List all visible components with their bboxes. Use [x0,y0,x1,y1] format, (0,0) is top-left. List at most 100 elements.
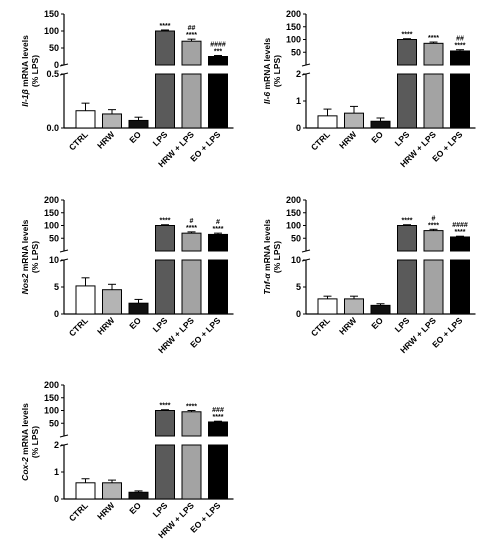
significance-label: ## [456,36,464,43]
category-label: EO [369,315,385,331]
bar-ctrl [75,482,96,500]
y-axis-unit-label: (% LPS) [30,426,40,458]
bar-hrw [344,112,364,129]
bar-lps [155,73,175,129]
bar-lps-upper [397,225,417,252]
bar-hrw-lps-upper [423,42,444,66]
bar-hrw [102,289,122,315]
y-axis-label-text: mRNA levels [20,403,30,457]
bar-hrw-lps-upper [181,40,202,66]
y-tick-label: 0.0 [46,123,59,133]
bar-lps-upper [397,39,417,66]
category-label: HRW [95,129,117,151]
significance-label: *** [214,48,222,55]
y-axis-label: Cox-2 mRNA levels [20,403,30,481]
y-tick-label: 10 [49,255,59,265]
category-label: LPS [393,315,412,334]
y-tick-label: 1 [296,96,301,106]
significance-label: **** [402,32,413,39]
category-label: EO [127,129,143,145]
y-tick-label: 100 [286,221,301,231]
y-tick-label: 0.5 [46,69,59,79]
category-label: CTRL [309,315,332,338]
significance-label: **** [160,403,171,410]
y-axis-label: Il-1β mRNA levels [20,35,30,107]
significance-label: **** [428,222,439,229]
category-label: EO [127,500,143,516]
y-axis-unit-label: (% LPS) [272,55,282,87]
category-label: EO [127,315,143,331]
chart-panel-4: 50 100 150 200 0 5 10 Tnf-α mRNA levels (% LPS) C… [262,195,476,355]
bar-lps [397,73,417,129]
y-tick-label: 50 [49,418,59,428]
axis-break-mark [59,434,69,438]
bar-hrw-lps-upper [423,230,444,252]
y-tick-label: 100 [44,26,59,36]
y-tick-label: 100 [44,221,59,231]
bar-eo [370,120,391,129]
y-tick-label: 200 [286,195,301,205]
axis-break-mark [301,249,311,253]
y-tick-label: 200 [44,195,59,205]
category-label: CTRL [309,129,332,152]
y-tick-label: 50 [49,233,59,243]
y-tick-label: 50 [49,43,59,53]
significance-label: **** [402,218,413,225]
y-axis-label: Il-6 mRNA levels [262,38,272,105]
bar-eo-lps-upper [450,50,470,66]
significance-label: **** [160,218,171,225]
bar-eo-lps [208,444,228,500]
bar-eo-lps [208,259,228,315]
bar-hrw-lps [181,259,202,315]
y-axis-label-gene: Il-6 [262,92,272,105]
category-label: LPS [151,129,170,148]
y-tick-label: 200 [44,380,59,390]
axis-break-mark [301,63,311,67]
y-tick-label: 50 [291,47,301,57]
y-tick-label: 2 [54,440,59,450]
bar-eo-lps [450,259,470,315]
bar-lps-upper [155,410,175,437]
bar-eo [128,119,149,129]
category-label: CTRL [67,129,90,152]
bar-eo-lps-upper [208,421,228,437]
significance-label: #### [452,222,468,229]
bar-eo-lps-upper [450,236,470,252]
y-axis-label: Tnf-α mRNA levels [262,219,272,295]
y-tick-label: 0 [296,309,301,319]
y-axis-label-gene: Cox-2 [20,457,30,481]
y-tick-label: 0 [54,60,59,70]
significance-label: # [190,218,194,225]
y-axis-label: Nos2 mRNA levels [20,219,30,294]
category-label: HRW [95,500,117,522]
y-axis-label-text: mRNA levels [262,219,272,273]
bar-hrw [102,113,122,129]
bar-eo-lps-upper [208,233,228,252]
significance-label: ## [188,25,196,32]
bar-eo [128,302,149,315]
significance-label: **** [160,23,171,30]
bar-hrw-lps [423,259,444,315]
category-label: HRW [337,129,359,151]
bar-hrw-lps [423,73,444,129]
axis-break-mark [59,249,69,253]
significance-label: ### [212,407,224,414]
y-axis-label-gene: Il-1β [20,89,30,107]
category-label: EO [369,129,385,145]
bar-eo [370,304,391,315]
y-tick-label: 2 [296,69,301,79]
y-tick-label: 0 [54,494,59,504]
y-tick-label: 50 [291,233,301,243]
category-label: LPS [151,315,170,334]
bar-eo [128,491,149,500]
chart-panel-3: 50 100 150 200 0 5 10 Nos2 mRNA levels (% LPS) CT… [20,195,234,355]
category-label: CTRL [67,500,90,523]
y-tick-label: 150 [286,22,301,32]
significance-label: **** [455,43,466,50]
category-label: LPS [393,129,412,148]
bar-hrw [102,482,122,500]
category-label: LPS [151,500,170,519]
bar-hrw-lps-upper [181,411,202,437]
